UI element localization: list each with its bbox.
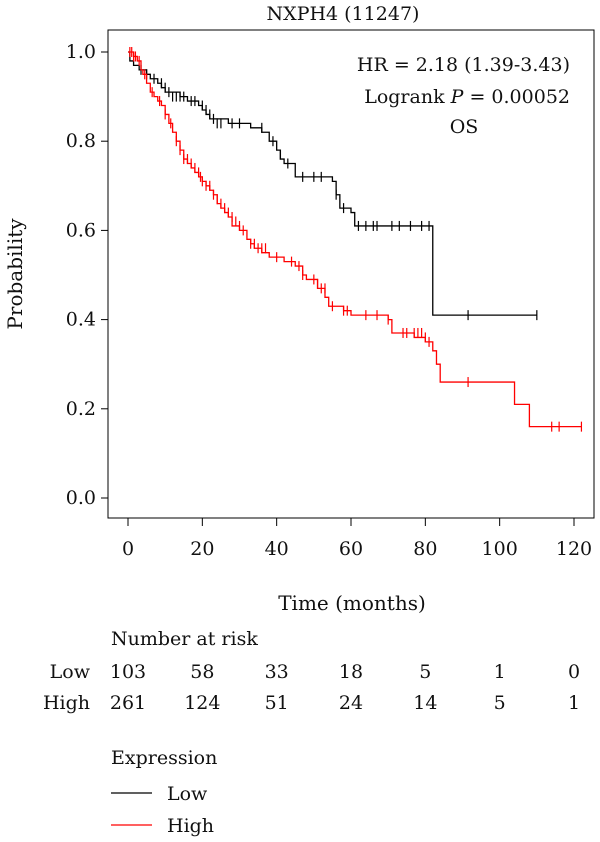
legend-label-low: Low — [167, 783, 208, 805]
logrank-text: Logrank P = 0.00052 — [364, 86, 570, 108]
risk-value: 124 — [184, 692, 220, 714]
risk-value: 103 — [110, 661, 146, 683]
risk-value: 5 — [494, 692, 506, 714]
y-tick-label: 0.6 — [66, 219, 96, 241]
x-tick-label: 20 — [190, 538, 214, 560]
x-axis-label: Time (months) — [278, 591, 426, 615]
legend-label-high: High — [167, 815, 214, 837]
logrank-prefix: Logrank — [364, 86, 450, 108]
x-tick-label: 40 — [265, 538, 289, 560]
logrank-value: = 0.00052 — [463, 86, 570, 108]
risk-value: 58 — [190, 661, 214, 683]
chart-title: NXPH4 (11247) — [267, 3, 420, 25]
y-tick-label: 0.4 — [66, 309, 96, 331]
y-axis-label: Probability — [3, 218, 27, 330]
x-tick-label: 0 — [122, 538, 134, 560]
legend: Low High — [111, 783, 214, 837]
curve-high — [128, 51, 582, 428]
logrank-p: P — [450, 86, 465, 108]
risk-value: 0 — [568, 661, 580, 683]
risk-value: 24 — [339, 692, 363, 714]
x-axis: 0 20 40 60 80 100 120 — [122, 518, 592, 560]
x-tick-label: 120 — [556, 538, 592, 560]
x-tick-label: 60 — [339, 538, 363, 560]
risk-table-title: Number at risk — [111, 628, 258, 650]
legend-title: Expression — [111, 747, 217, 769]
risk-value: 5 — [419, 661, 431, 683]
survival-curves — [128, 47, 583, 432]
endpoint-text: OS — [450, 116, 479, 138]
y-tick-label: 0.0 — [66, 487, 96, 509]
risk-row-label: High — [43, 692, 90, 714]
risk-value: 33 — [265, 661, 289, 683]
y-axis: 0.0 0.2 0.4 0.6 0.8 1.0 — [66, 41, 108, 509]
risk-row-label: Low — [50, 661, 91, 683]
y-tick-label: 0.8 — [66, 130, 96, 152]
y-tick-label: 1.0 — [66, 41, 96, 63]
curve-low — [128, 51, 537, 316]
hazard-ratio-text: HR = 2.18 (1.39-3.43) — [357, 54, 570, 76]
x-tick-label: 80 — [413, 538, 437, 560]
risk-value: 1 — [568, 692, 580, 714]
risk-value: 18 — [339, 661, 363, 683]
risk-value: 14 — [413, 692, 437, 714]
risk-value: 261 — [110, 692, 146, 714]
y-tick-label: 0.2 — [66, 398, 96, 420]
risk-value: 1 — [494, 661, 506, 683]
risk-value: 51 — [265, 692, 289, 714]
x-tick-label: 100 — [482, 538, 518, 560]
